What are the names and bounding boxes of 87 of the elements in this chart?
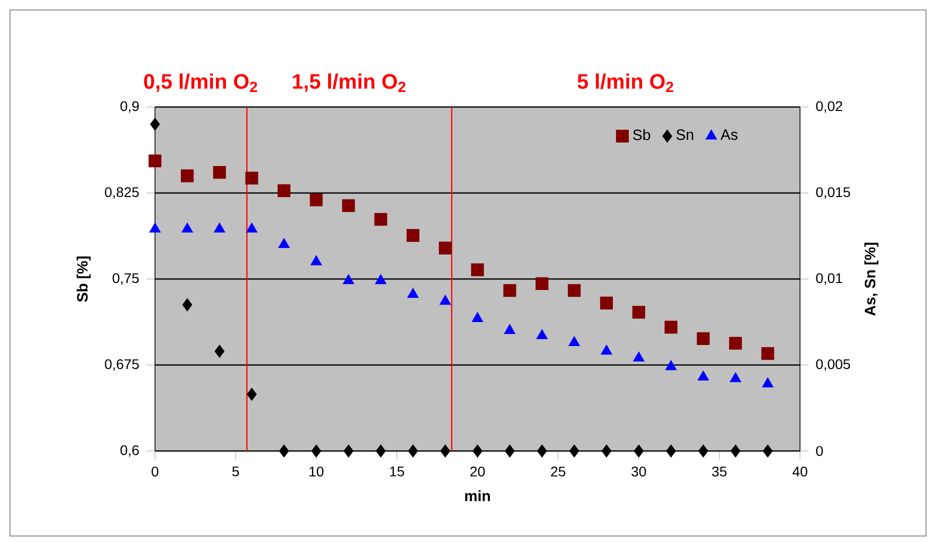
- point: [600, 296, 613, 310]
- x-axis-title: min: [465, 490, 490, 502]
- point: [246, 222, 258, 233]
- text: 0,5 l/min O$_{2}$: [144, 73, 258, 92]
- point: [632, 306, 646, 319]
- point: [344, 444, 354, 458]
- legend-label: As: [720, 129, 738, 140]
- point: [182, 222, 193, 233]
- point: [504, 324, 516, 334]
- x-tick-label: 5: [232, 466, 239, 476]
- point: [311, 444, 322, 458]
- point: [407, 288, 419, 298]
- point: [762, 444, 773, 458]
- point: [666, 444, 676, 458]
- point: [438, 242, 452, 254]
- point: [148, 154, 162, 168]
- point: [730, 444, 740, 458]
- point: [568, 284, 581, 297]
- point: [762, 378, 774, 388]
- point: [600, 344, 612, 355]
- point: [376, 444, 386, 458]
- point: [569, 444, 580, 458]
- x-tick-label: 10: [310, 466, 324, 476]
- x-tick-label: 40: [792, 466, 808, 476]
- y2-axis-title: As, Sn [%]: [864, 242, 878, 316]
- point: [761, 347, 774, 360]
- x-tick-label: 0: [152, 466, 158, 476]
- point: [279, 444, 289, 458]
- text: 5 l/min O$_{2}$: [578, 73, 674, 92]
- y-tick-label: 0,75: [112, 273, 139, 285]
- point: [730, 372, 742, 382]
- point: [696, 332, 710, 346]
- point: [182, 298, 192, 312]
- point: [310, 255, 322, 266]
- y2-tick-label: 0,01: [816, 273, 842, 285]
- legend-label: Sb: [633, 129, 650, 140]
- x-tick-label: 35: [712, 466, 727, 476]
- point: [634, 444, 644, 458]
- point: [406, 229, 420, 242]
- point: [214, 344, 224, 358]
- point: [536, 329, 548, 340]
- point: [698, 370, 709, 380]
- text: 1,5 l/min O$_{2}$: [292, 73, 406, 92]
- point: [213, 166, 226, 179]
- point: [440, 444, 450, 458]
- x-tick-label: 30: [632, 466, 646, 476]
- point: [504, 444, 515, 458]
- point: [310, 193, 323, 206]
- y-tick-label: 0,675: [104, 359, 139, 371]
- point: [214, 222, 226, 233]
- point: [408, 444, 418, 458]
- point: [537, 444, 547, 458]
- y2-tick-label: 0,005: [816, 359, 850, 371]
- y-tick-label: 0,825: [104, 187, 139, 199]
- x-tick-label: 25: [551, 466, 566, 476]
- point: [180, 169, 194, 182]
- point: [440, 294, 451, 305]
- point: [698, 444, 708, 458]
- point: [664, 320, 678, 334]
- y-axis-title: Sb [%]: [76, 256, 91, 302]
- point: [633, 352, 644, 362]
- x-tick-label: 15: [390, 466, 404, 476]
- point: [729, 336, 742, 350]
- point: [278, 238, 290, 248]
- point: [149, 222, 161, 233]
- point: [665, 360, 677, 370]
- point: [472, 312, 484, 322]
- point: [503, 284, 516, 297]
- point: [472, 444, 482, 458]
- legend-label: Sn: [676, 129, 694, 140]
- point: [342, 199, 355, 212]
- y-tick-label: 0,6: [120, 445, 139, 457]
- point: [246, 388, 257, 401]
- point: [375, 274, 386, 284]
- point: [568, 336, 580, 346]
- y2-tick-label: 0,015: [816, 187, 850, 199]
- point: [536, 277, 548, 290]
- y2-tick-label: 0,02: [816, 101, 842, 113]
- point: [342, 274, 354, 284]
- y2-tick-label: 0: [816, 446, 823, 456]
- x-tick-label: 20: [470, 466, 485, 476]
- y-tick-label: 0,9: [120, 101, 139, 113]
- point: [245, 172, 258, 184]
- point: [602, 444, 612, 458]
- point: [278, 184, 290, 198]
- point: [374, 212, 388, 226]
- point: [471, 263, 484, 276]
